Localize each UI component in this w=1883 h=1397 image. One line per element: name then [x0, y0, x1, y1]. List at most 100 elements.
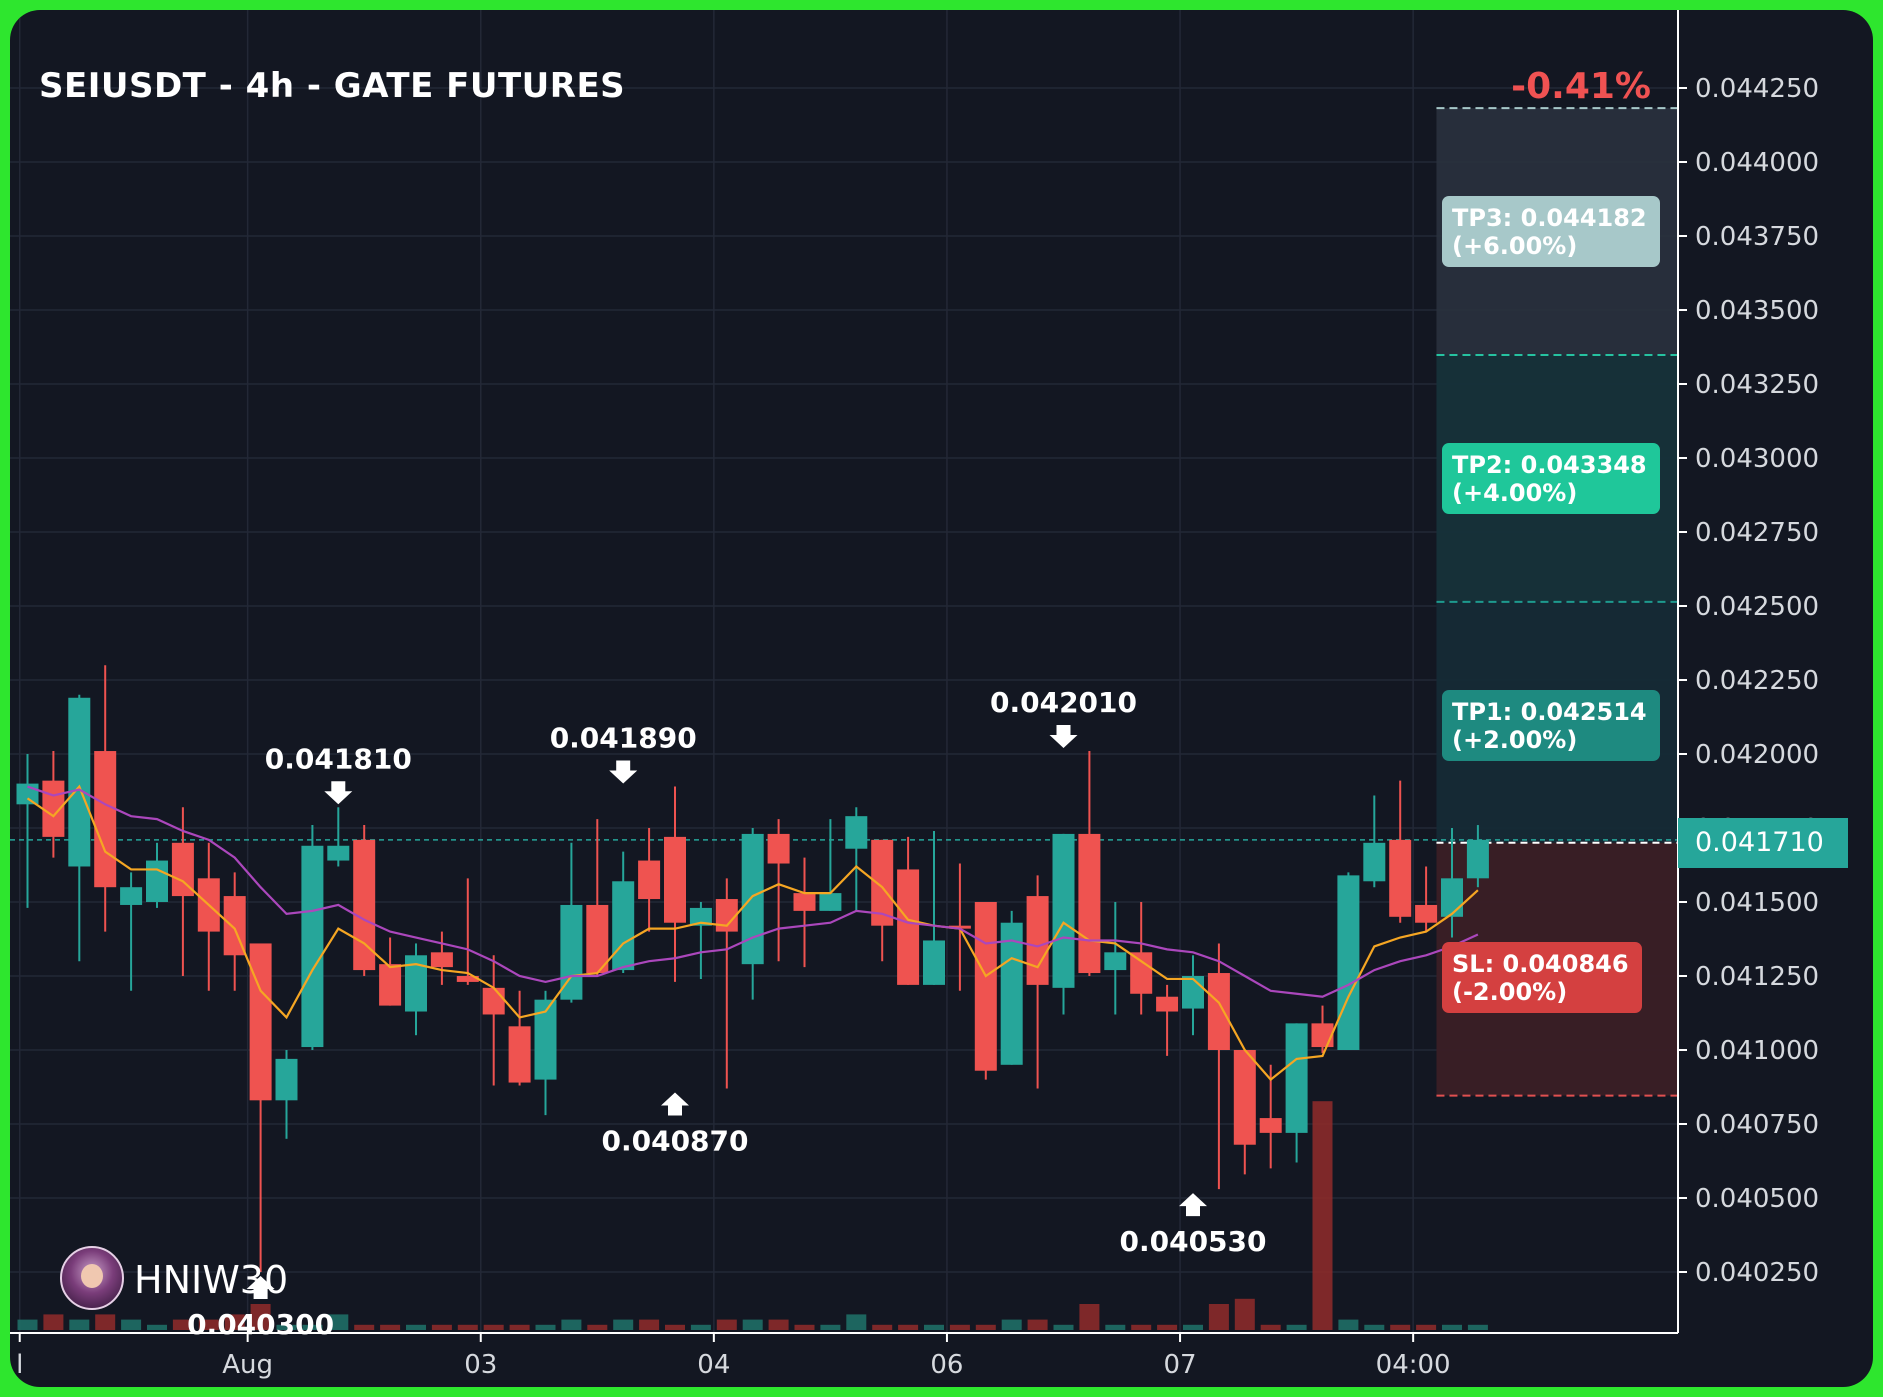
candle-body — [1000, 922, 1023, 1065]
candle-body — [146, 860, 168, 902]
candle-body — [1441, 878, 1463, 917]
y-tick-label: 0.043500 — [1695, 296, 1819, 326]
volume-bar — [147, 1324, 167, 1330]
arrow-up-icon — [1179, 1193, 1207, 1217]
y-tick-label: 0.041500 — [1695, 888, 1819, 918]
y-tick-label: 0.042250 — [1695, 666, 1819, 696]
candle-body — [1207, 973, 1230, 1050]
arrow-down-icon — [609, 760, 638, 784]
y-tick-label: 0.041000 — [1695, 1036, 1819, 1066]
candle-body — [1130, 952, 1153, 994]
candles — [16, 665, 1489, 1272]
low-label: 0.040870 — [601, 1124, 748, 1157]
candle-body — [767, 833, 790, 864]
candle-body — [430, 952, 453, 968]
high-label: 0.041890 — [550, 722, 697, 755]
candle-body — [689, 907, 712, 926]
candle-body — [379, 964, 402, 1006]
candle-body — [974, 902, 997, 1071]
high-label: 0.041810 — [265, 742, 412, 775]
candle-body — [405, 955, 427, 1012]
volume-bar — [846, 1314, 867, 1330]
volume-bar — [172, 1319, 193, 1330]
tp2-price: TP2: 0.043348 — [1452, 451, 1647, 479]
candle-body — [871, 839, 894, 926]
candle-body — [1182, 976, 1204, 1009]
y-tick-label: 0.044000 — [1695, 148, 1819, 178]
x-tick-label: Aug — [222, 1350, 273, 1380]
volume-bar — [1183, 1324, 1203, 1330]
candle-body — [249, 943, 272, 1101]
y-tick-label: 0.041250 — [1695, 962, 1819, 992]
volume-bar — [17, 1319, 38, 1330]
y-tick-label: 0.040500 — [1695, 1184, 1819, 1214]
volume-bar — [406, 1324, 426, 1330]
volume-bar — [1079, 1304, 1100, 1330]
moving-averages — [26, 784, 1479, 1082]
ma-slow-line — [27, 785, 1479, 998]
tp1-price: TP1: 0.042514 — [1452, 698, 1647, 726]
candle-body — [1259, 1118, 1282, 1133]
y-tick-label: 0.042000 — [1695, 740, 1819, 770]
volume-bar — [1338, 1319, 1359, 1330]
candle-body — [715, 899, 738, 932]
candle-body — [171, 842, 194, 897]
volume-bar — [457, 1324, 478, 1330]
ma-fast-line — [26, 784, 1479, 1082]
volume-bar — [302, 1324, 323, 1330]
volume-bar — [1234, 1298, 1255, 1330]
arrow-down-icon — [1049, 725, 1078, 749]
low-label: 0.040530 — [1119, 1225, 1266, 1258]
change-percent: -0.41% — [1511, 66, 1651, 107]
candle-body — [94, 751, 117, 888]
tp3-percent: (+6.00%) — [1452, 232, 1578, 260]
volume-bar — [1260, 1324, 1281, 1330]
volume-bar — [535, 1324, 556, 1330]
candle-body — [1285, 1023, 1308, 1133]
x-tick-label: 07 — [1164, 1350, 1197, 1380]
candle-body — [1156, 996, 1179, 1012]
y-tick-label: 0.042500 — [1695, 592, 1819, 622]
candle-body — [508, 1026, 531, 1083]
candle-body — [1233, 1050, 1256, 1145]
volume-bar — [1027, 1319, 1048, 1330]
volume-bar — [924, 1324, 944, 1330]
username-watermark: HNIW30 — [134, 1258, 289, 1302]
candle-body — [456, 976, 479, 982]
volume-bar — [587, 1324, 608, 1330]
volume-bar — [95, 1314, 116, 1330]
candle-body — [482, 987, 505, 1015]
volume-bar — [250, 1304, 271, 1330]
y-tick-label: 0.043750 — [1695, 222, 1819, 252]
volume-bar — [742, 1319, 763, 1330]
chart-axes: 0.044250 0.044000 0.043750 0.043500 0.043250… — [10, 10, 1819, 1380]
volume-bar — [768, 1319, 789, 1330]
candle-body — [275, 1058, 298, 1101]
x-tick-label: l — [16, 1350, 23, 1380]
volume-bar — [794, 1324, 815, 1330]
arrow-down-icon — [324, 781, 353, 805]
volume-bar — [716, 1319, 737, 1330]
volume-bar — [431, 1324, 452, 1330]
volume-bar — [1416, 1324, 1437, 1330]
volume-bar — [975, 1324, 996, 1330]
y-tick-label: 0.042750 — [1695, 518, 1819, 548]
candle-body — [793, 893, 816, 911]
volume-bar — [665, 1324, 685, 1330]
candle-body — [68, 697, 91, 867]
candle-body — [1078, 833, 1101, 974]
sl-price: SL: 0.040846 — [1452, 950, 1629, 978]
chart-title: SEIUSDT - 4h - GATE FUTURES — [39, 66, 626, 106]
y-tick-label: 0.040750 — [1695, 1110, 1819, 1140]
candle-body — [301, 845, 324, 1048]
volume-bar — [1053, 1324, 1074, 1330]
candle-body — [923, 940, 945, 985]
volume-bar — [43, 1314, 64, 1330]
volume-bar — [1001, 1319, 1022, 1330]
volume-bar — [1105, 1324, 1126, 1330]
x-tick-label: 06 — [930, 1350, 963, 1380]
volume-bar — [872, 1324, 893, 1330]
volume-bar — [69, 1319, 90, 1330]
volume-bar — [483, 1324, 504, 1330]
candle-body — [120, 887, 143, 905]
